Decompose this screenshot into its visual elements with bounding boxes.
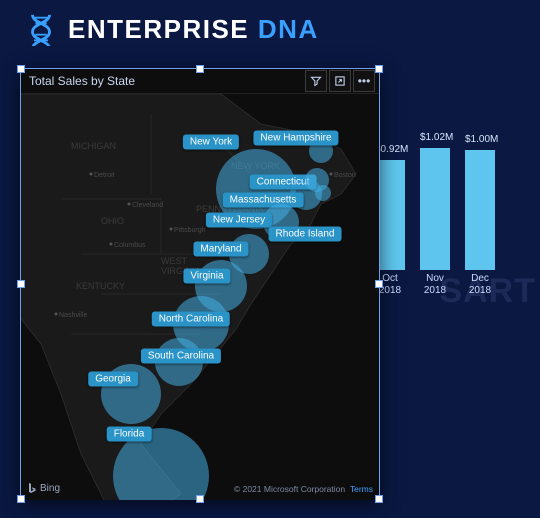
bar-axis-month: Dec bbox=[465, 273, 495, 284]
state-label[interactable]: South Carolina bbox=[141, 349, 221, 364]
bing-attribution: Bing bbox=[27, 482, 60, 494]
resize-handle-s[interactable] bbox=[196, 495, 204, 503]
basemap-city-label: Pittsburgh bbox=[174, 227, 206, 234]
basemap-city-dot bbox=[110, 243, 113, 246]
bing-icon bbox=[27, 482, 37, 494]
copyright-text: © 2021 Microsoft Corporation bbox=[234, 484, 345, 494]
basemap-state-label: OHIO bbox=[101, 216, 124, 226]
basemap-city-label: Boston bbox=[334, 172, 356, 179]
basemap-city-dot bbox=[330, 173, 333, 176]
funnel-icon bbox=[310, 75, 322, 87]
map-attribution: © 2021 Microsoft Corporation Terms bbox=[234, 484, 373, 494]
visual-title: Total Sales by State bbox=[25, 74, 135, 88]
bar[interactable]: $1.02MNov2018 bbox=[420, 148, 450, 270]
state-bubble[interactable] bbox=[315, 185, 331, 201]
basemap-city-dot bbox=[90, 173, 93, 176]
brand-word-2: DNA bbox=[258, 14, 319, 44]
more-options-button[interactable]: ••• bbox=[353, 70, 375, 92]
visual-toolbar: ••• bbox=[305, 70, 375, 92]
state-label[interactable]: North Carolina bbox=[152, 312, 230, 327]
resize-handle-n[interactable] bbox=[196, 65, 204, 73]
bar-value: $1.02M bbox=[420, 132, 450, 143]
resize-handle-se[interactable] bbox=[375, 495, 383, 503]
brand-text: ENTERPRISE DNA bbox=[68, 14, 319, 45]
basemap-city-label: Detroit bbox=[94, 172, 115, 179]
resize-handle-w[interactable] bbox=[17, 280, 25, 288]
dna-icon bbox=[24, 12, 58, 46]
sales-bar-chart: 99M ep18$0.92MOct2018$1.02MNov2018$1.00M… bbox=[360, 100, 540, 300]
ellipsis-icon: ••• bbox=[358, 75, 371, 87]
bar-axis-month: Nov bbox=[420, 273, 450, 284]
state-label[interactable]: Maryland bbox=[193, 242, 248, 257]
basemap-city-label: Nashville bbox=[59, 312, 88, 319]
state-label[interactable]: Rhode Island bbox=[269, 227, 342, 242]
basemap-city-dot bbox=[170, 228, 173, 231]
map-visual-card[interactable]: Total Sales by State ••• MICHIGANOHIOPEN… bbox=[20, 68, 380, 500]
bar-axis-year: 2018 bbox=[465, 285, 495, 296]
focus-mode-button[interactable] bbox=[329, 70, 351, 92]
filter-button[interactable] bbox=[305, 70, 327, 92]
resize-handle-ne[interactable] bbox=[375, 65, 383, 73]
state-label[interactable]: Georgia bbox=[88, 372, 138, 387]
resize-handle-sw[interactable] bbox=[17, 495, 25, 503]
state-label[interactable]: New Hampshire bbox=[253, 131, 338, 146]
bar-value: $1.00M bbox=[465, 134, 495, 145]
state-label[interactable]: Florida bbox=[107, 427, 152, 442]
basemap-city-label: Columbus bbox=[114, 242, 146, 249]
basemap-state-label: KENTUCKY bbox=[76, 281, 125, 291]
terms-link[interactable]: Terms bbox=[350, 484, 373, 494]
state-label[interactable]: Virginia bbox=[183, 269, 230, 284]
resize-handle-e[interactable] bbox=[375, 280, 383, 288]
state-label[interactable]: New York bbox=[183, 135, 239, 150]
resize-handle-nw[interactable] bbox=[17, 65, 25, 73]
brand-header: ENTERPRISE DNA bbox=[0, 0, 540, 52]
state-label[interactable]: Massachusetts bbox=[223, 193, 304, 208]
brand-word-1: ENTERPRISE bbox=[68, 14, 249, 44]
bar-axis-year: 2018 bbox=[420, 285, 450, 296]
basemap-city-dot bbox=[55, 313, 58, 316]
basemap-city-dot bbox=[128, 203, 131, 206]
state-label[interactable]: New Jersey bbox=[206, 213, 272, 228]
map-canvas[interactable]: MICHIGANOHIOPENNSYLVANIAWESTVIRGINIAKENT… bbox=[21, 94, 379, 500]
basemap-state-label: MICHIGAN bbox=[71, 141, 116, 151]
bing-label: Bing bbox=[40, 483, 60, 494]
bar[interactable]: $1.00MDec2018 bbox=[465, 150, 495, 270]
focus-icon bbox=[334, 75, 346, 87]
basemap-city-label: Cleveland bbox=[132, 202, 163, 209]
basemap-state-label: WEST bbox=[161, 256, 188, 266]
